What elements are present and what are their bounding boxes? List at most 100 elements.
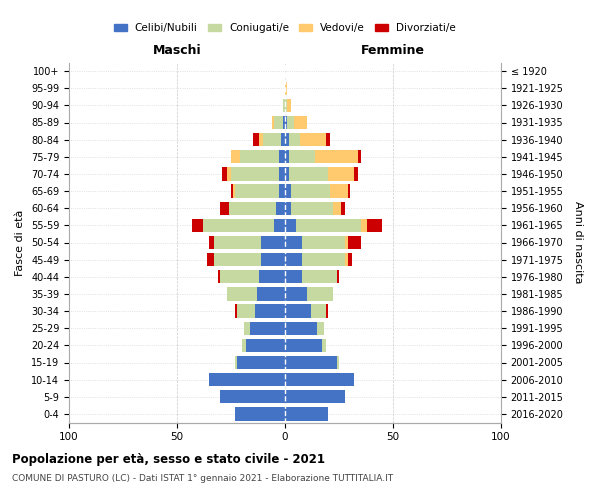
Bar <box>257 287 285 300</box>
Bar <box>278 150 285 164</box>
Bar <box>289 133 300 146</box>
Bar <box>220 390 285 404</box>
Bar <box>296 218 361 232</box>
Bar <box>255 304 285 318</box>
Bar <box>354 167 358 180</box>
Bar <box>223 167 227 180</box>
Bar <box>346 253 347 266</box>
Legend: Celibi/Nubili, Coniugati/e, Vedovi/e, Divorziati/e: Celibi/Nubili, Coniugati/e, Vedovi/e, Di… <box>110 19 460 38</box>
Bar <box>347 184 350 198</box>
Bar <box>235 304 238 318</box>
Bar <box>285 322 317 335</box>
Bar <box>235 356 238 369</box>
Bar <box>239 150 278 164</box>
Bar <box>233 184 235 198</box>
Bar <box>242 338 246 352</box>
Bar <box>347 236 361 249</box>
Bar <box>315 150 358 164</box>
Bar <box>332 202 341 215</box>
Y-axis label: Anni di nascita: Anni di nascita <box>573 201 583 284</box>
Bar <box>285 202 292 215</box>
Bar <box>227 287 257 300</box>
Bar <box>238 304 255 318</box>
Bar <box>285 218 296 232</box>
Bar <box>302 253 346 266</box>
Bar <box>235 407 285 420</box>
Text: Maschi: Maschi <box>152 44 202 58</box>
Bar <box>361 218 367 232</box>
Bar <box>341 202 346 215</box>
Bar <box>214 236 261 249</box>
Bar <box>214 253 261 266</box>
Bar <box>274 116 283 129</box>
Bar <box>285 390 346 404</box>
Bar <box>285 407 328 420</box>
Bar <box>292 202 332 215</box>
Text: Popolazione per età, sesso e stato civile - 2021: Popolazione per età, sesso e stato civil… <box>12 452 325 466</box>
Bar <box>235 184 278 198</box>
Bar <box>331 184 347 198</box>
Bar <box>317 322 324 335</box>
Bar <box>285 184 292 198</box>
Bar <box>274 218 285 232</box>
Bar <box>285 133 289 146</box>
Bar <box>229 202 277 215</box>
Bar <box>347 253 352 266</box>
Bar <box>203 218 274 232</box>
Bar <box>346 236 347 249</box>
Bar <box>192 218 203 232</box>
Bar <box>285 338 322 352</box>
Bar <box>337 270 339 283</box>
Bar <box>285 373 354 386</box>
Bar <box>285 116 287 129</box>
Bar <box>287 116 293 129</box>
Text: Femmine: Femmine <box>361 44 425 58</box>
Bar <box>326 133 331 146</box>
Bar <box>263 133 281 146</box>
Bar <box>285 356 337 369</box>
Bar <box>227 167 231 180</box>
Bar <box>207 253 214 266</box>
Bar <box>326 304 328 318</box>
Bar <box>302 236 346 249</box>
Bar <box>289 167 328 180</box>
Bar <box>209 236 214 249</box>
Bar <box>285 82 287 95</box>
Bar <box>231 184 233 198</box>
Bar <box>337 356 339 369</box>
Bar <box>244 322 250 335</box>
Bar <box>238 356 285 369</box>
Text: COMUNE DI PASTURO (LC) - Dati ISTAT 1° gennaio 2021 - Elaborazione TUTTITALIA.IT: COMUNE DI PASTURO (LC) - Dati ISTAT 1° g… <box>12 474 393 483</box>
Bar <box>285 304 311 318</box>
Bar <box>300 133 326 146</box>
Bar <box>278 167 285 180</box>
Bar <box>259 270 285 283</box>
Bar <box>285 98 287 112</box>
Bar <box>277 202 285 215</box>
Bar <box>307 287 332 300</box>
Bar <box>283 98 285 112</box>
Bar <box>311 304 326 318</box>
Bar <box>253 133 259 146</box>
Bar <box>285 167 289 180</box>
Bar <box>358 150 361 164</box>
Bar <box>220 270 259 283</box>
Bar <box>220 202 229 215</box>
Bar <box>285 253 302 266</box>
Bar <box>209 373 285 386</box>
Bar <box>283 116 285 129</box>
Bar <box>285 236 302 249</box>
Bar <box>278 184 285 198</box>
Bar <box>367 218 382 232</box>
Bar <box>261 236 285 249</box>
Bar <box>218 270 220 283</box>
Bar <box>285 270 302 283</box>
Bar <box>292 184 331 198</box>
Bar <box>231 150 239 164</box>
Bar <box>250 322 285 335</box>
Bar <box>287 98 292 112</box>
Bar <box>231 167 278 180</box>
Bar <box>328 167 354 180</box>
Bar <box>322 338 326 352</box>
Bar <box>272 116 274 129</box>
